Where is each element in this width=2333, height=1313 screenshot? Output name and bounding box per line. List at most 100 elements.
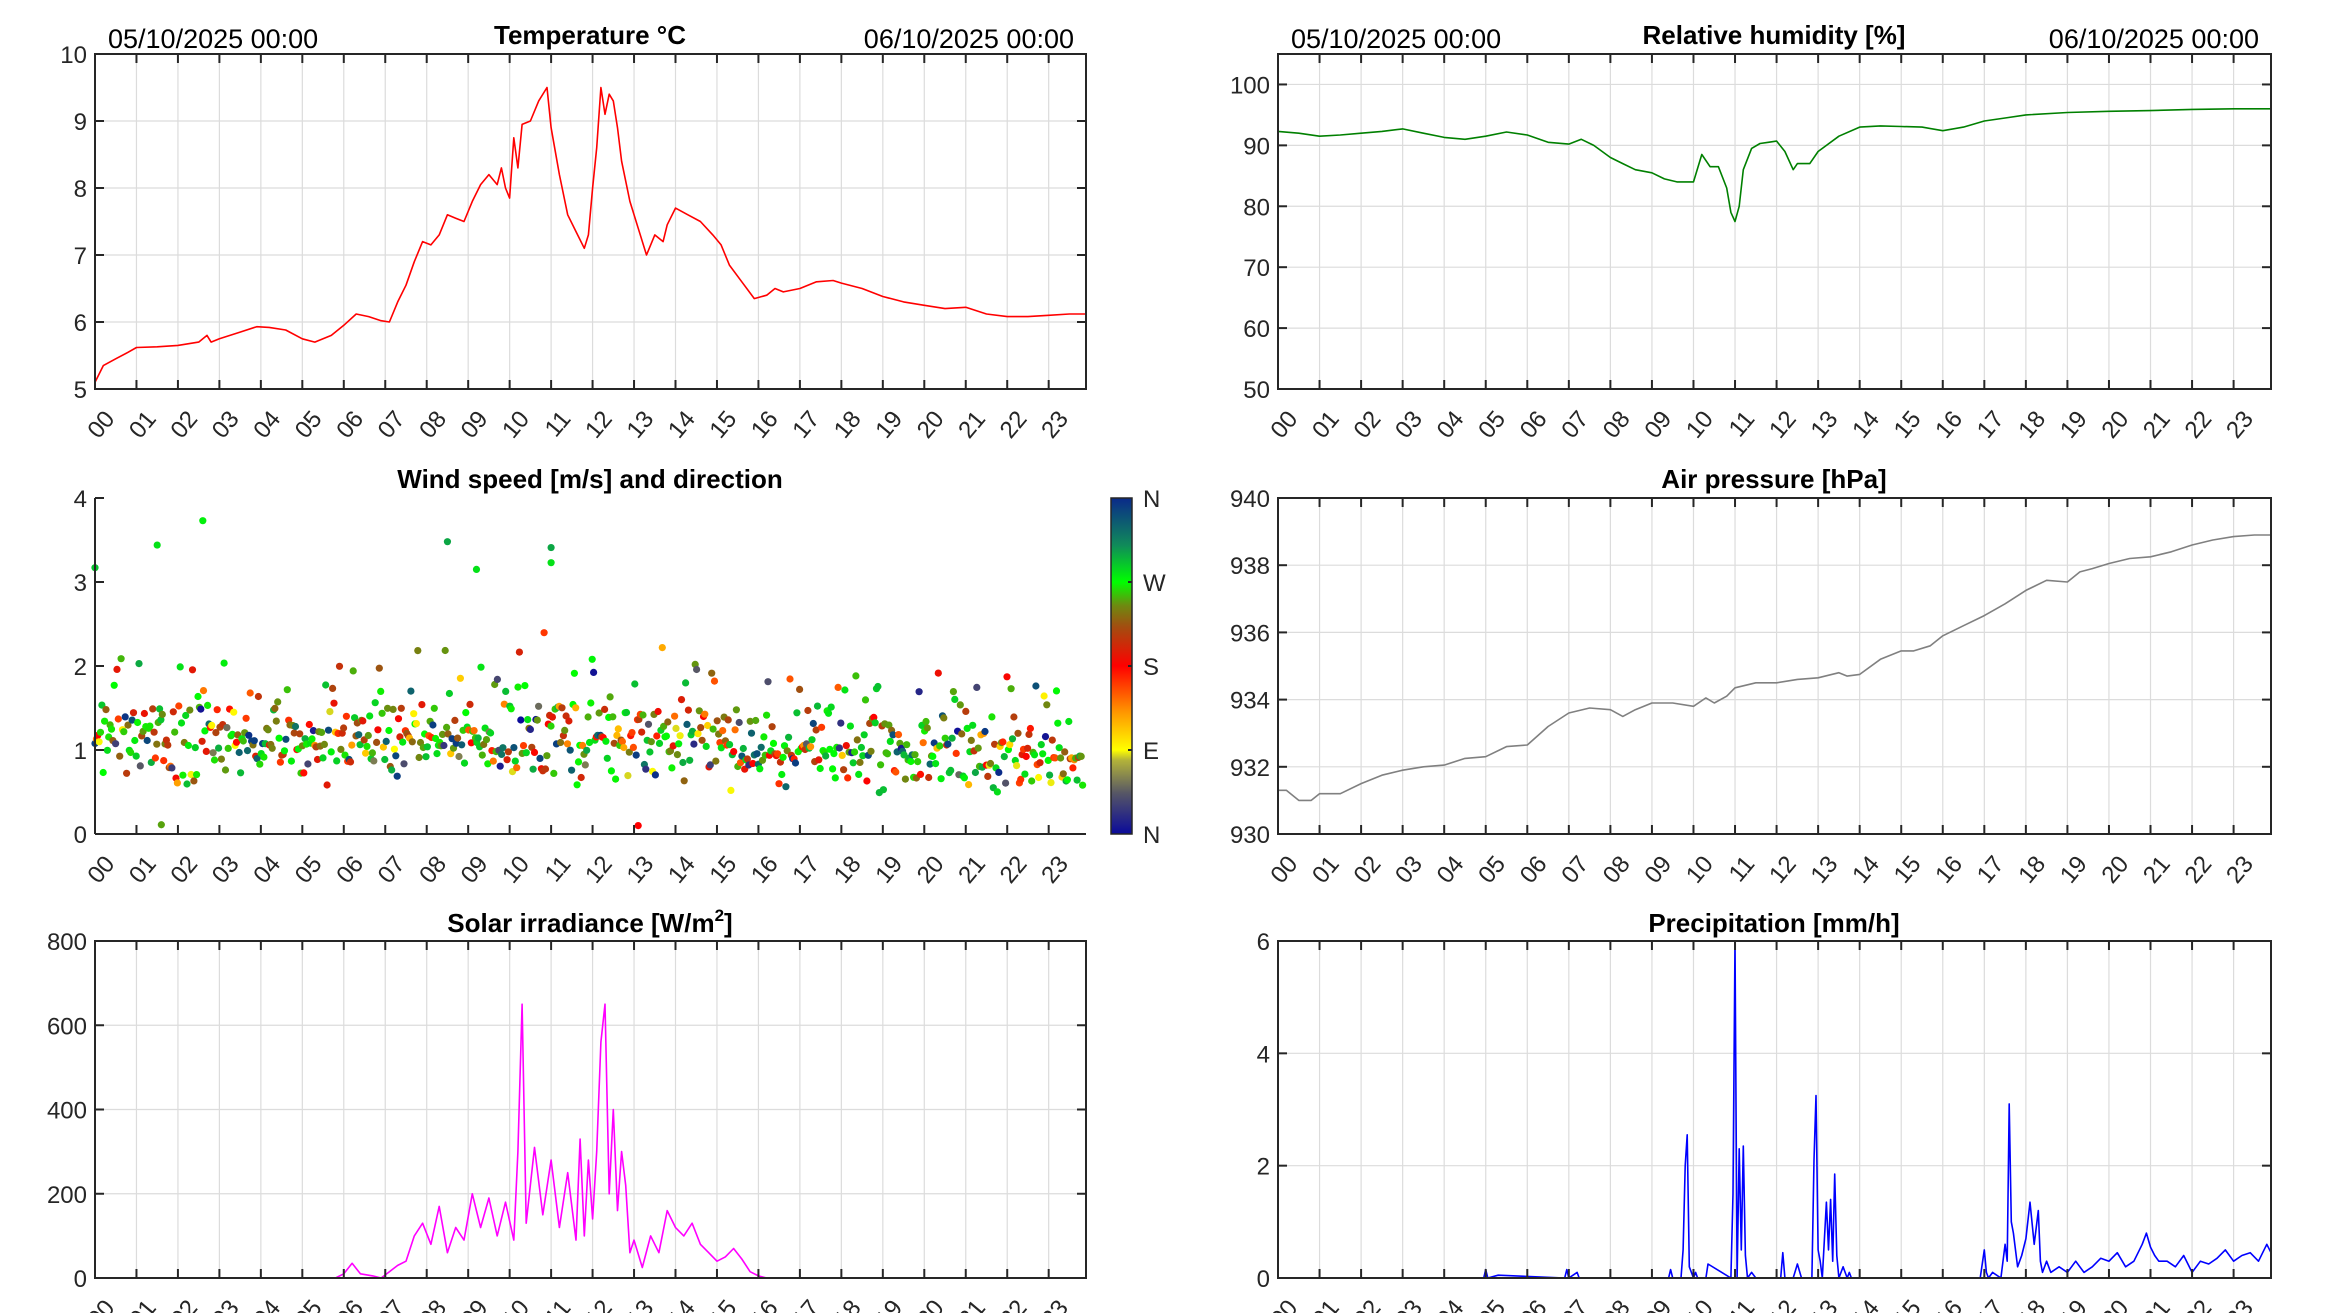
wind-point [573,781,581,789]
wind-point [194,692,202,701]
wind-point [389,705,397,714]
wind-point [186,706,194,714]
wind-point [1000,753,1008,761]
wind-point [746,717,754,725]
temperature-xtick-label: 20 [912,406,950,444]
wind-point [1008,735,1017,743]
wind-point [698,736,706,744]
wind-point [124,721,132,729]
wind-point [371,699,379,707]
wind-point [1036,759,1044,767]
wind-point [474,734,482,742]
precipitation-ytick-label: 0 [1257,1266,1270,1293]
humidity-xtick-label: 20 [2096,406,2134,444]
wind-point [132,752,140,760]
solar-xtick-label: 13 [621,1295,659,1313]
wind-point [837,719,845,727]
wind-point [384,704,392,712]
wind-point [511,757,519,765]
wind-point [215,744,223,752]
wind-point [971,768,980,777]
solar-xtick-label: 04 [248,1295,286,1313]
wind-point [313,755,322,764]
humidity-xtick-label: 23 [2221,406,2259,444]
wind-point [686,756,694,764]
wind-point [791,759,800,767]
wind-point [322,681,330,689]
wind-point [563,740,572,748]
wind-point [757,743,765,751]
wind-point [609,713,617,721]
wind-point [256,760,264,768]
wind-point [235,748,243,757]
wind-point [708,669,716,677]
wind-point [883,750,892,758]
wind-point [399,738,407,746]
wind-point [150,728,158,736]
wind-point [614,725,622,733]
wind-point [487,729,495,737]
wind-point [1021,770,1029,778]
solar-xtick-label: 22 [995,1295,1033,1313]
humidity-plot-frame [1277,53,2272,390]
wind-point [182,711,190,720]
wind-point [763,711,771,719]
wind-point [418,701,426,709]
wind-point [253,755,261,763]
wind-point [102,706,110,714]
wind-point [632,751,640,759]
wind-point [363,742,371,751]
wind-point [618,737,627,746]
precipitation-xtick-label: 20 [2096,1295,2134,1313]
temperature-title: Temperature °C [494,20,686,50]
wind-point [157,716,165,724]
humidity-xtick-label: 15 [1889,406,1927,444]
pressure-xtick-label: 10 [1681,851,1719,889]
wind-point [375,664,383,672]
temperature-xtick-label: 15 [704,406,742,444]
wind-point [134,718,142,727]
precipitation-xtick-label: 19 [2055,1295,2093,1313]
humidity-ytick-label: 70 [1243,255,1270,282]
precipitation-series-line [1278,940,2271,1278]
wind-point [566,746,574,754]
wind-point [335,662,344,670]
wind-point [894,731,903,739]
wind-point [212,729,220,737]
wind-point [301,735,309,743]
colorbar-label-e: E [1143,738,1159,765]
wind-point [736,759,745,767]
wind-point [1065,717,1073,726]
wind-point [764,678,772,686]
wind-point [574,758,583,766]
wind-xtick-label: 06 [331,851,369,889]
precipitation-ytick-label: 2 [1257,1154,1270,1181]
wind-point [662,732,671,740]
wind-point [851,748,859,756]
wind-point [813,702,822,710]
solar-xtick-label: 08 [414,1295,452,1313]
wind-point [176,663,184,671]
wind-point [502,687,510,696]
pressure-title: Air pressure [hPa] [1661,464,1886,494]
wind-point [548,713,557,721]
wind-point [1003,673,1011,681]
wind-point [937,775,945,783]
wind-point [482,736,491,744]
pressure-chart: Air pressure [hPa] 00 01 02 03 04 05 06 07 08 09 1… [1230,464,2272,889]
wind-point [886,737,894,746]
wind-point [149,705,157,713]
wind-point [296,730,304,738]
wind-point [1055,744,1063,752]
wind-point [543,752,551,760]
wind-point [830,750,838,758]
temperature-xtick-label: 22 [995,406,1033,444]
wind-point [786,675,794,683]
wind-point [379,743,387,751]
wind-xtick-label: 23 [1036,851,1074,889]
wind-point [702,742,710,751]
humidity-xtick-label: 02 [1349,406,1387,444]
wind-point [706,761,714,769]
wind-point [1028,777,1036,785]
